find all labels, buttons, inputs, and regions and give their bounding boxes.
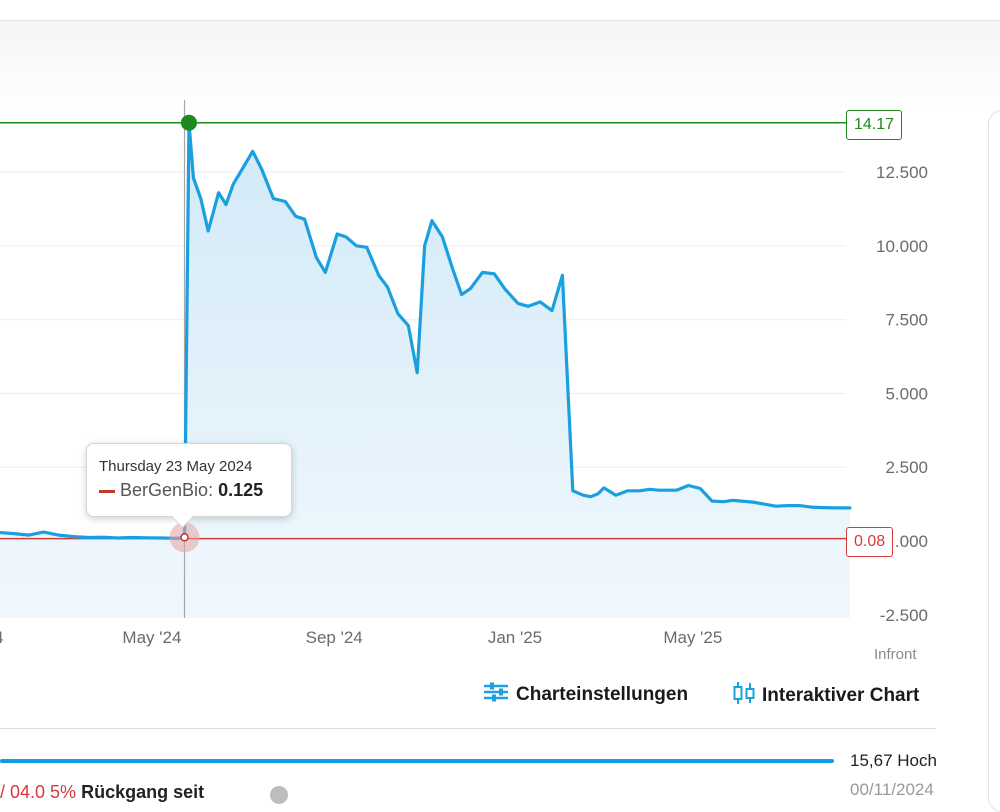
x-tick-label: May '25 (663, 628, 722, 647)
performance-summary: / 04.0 5% Rückgang seit (0, 782, 204, 803)
range-high-date: 00/11/2024 (850, 780, 934, 799)
interactive-chart-button[interactable]: Interaktiver Chart (732, 681, 919, 711)
y-tick-label: .000 (895, 532, 928, 551)
sliders-icon (482, 681, 510, 709)
header-shade (0, 21, 1000, 111)
tooltip-series-row: BerGenBio: 0.125 (99, 480, 263, 501)
data-source-label: Infront (874, 646, 917, 663)
performance-text: Rückgang seit (81, 782, 205, 802)
y-tick-label: 10.000 (876, 237, 928, 256)
candlestick-icon (732, 681, 756, 711)
hover-point-marker (180, 533, 189, 542)
chart-settings-label: Charteinstellungen (516, 684, 689, 706)
section-divider (0, 728, 936, 729)
chart-tooltip: Thursday 23 May 2024 BerGenBio: 0.125 (86, 443, 292, 517)
series-area (0, 122, 850, 618)
tooltip-date: Thursday 23 May 2024 (99, 458, 253, 475)
y-tick-label: 5.000 (885, 384, 928, 403)
high-point-marker (180, 114, 197, 131)
info-icon[interactable] (270, 786, 288, 804)
tooltip-value: 0.125 (218, 480, 264, 500)
tooltip-series-name: BerGenBio (120, 480, 209, 500)
x-tick-label: May '24 (122, 628, 181, 647)
x-tick-label-partial: 4 (0, 628, 3, 647)
y-tick-label: -2.500 (880, 606, 928, 625)
y-tick-label: 7.500 (885, 311, 928, 330)
x-axis-ticks: May '24 Sep '24 Jan '25 May '25 4 (0, 628, 722, 647)
chart-settings-button[interactable]: Charteinstellungen (482, 681, 688, 709)
performance-percent: / 04.0 5% (0, 782, 77, 802)
top-bar (0, 0, 1000, 21)
y-tick-label: 12.500 (876, 163, 928, 182)
y-axis-ticks: 12.500 10.000 7.500 5.000 2.500 .000 -2.500 (876, 163, 928, 625)
x-tick-label: Jan '25 (488, 628, 542, 647)
high-value-badge: 14.17 (846, 110, 903, 140)
range-bar (0, 759, 834, 763)
area-fill-layer (0, 122, 850, 618)
y-tick-label: 2.500 (885, 458, 928, 477)
low-value-badge: 0.08 (846, 527, 894, 557)
tooltip-series-swatch (99, 489, 115, 493)
x-tick-label: Sep '24 (306, 628, 363, 647)
range-high-label: 15,67 Hoch (850, 751, 937, 770)
marker-layer (169, 114, 200, 553)
interactive-chart-label: Interaktiver Chart (762, 685, 920, 707)
